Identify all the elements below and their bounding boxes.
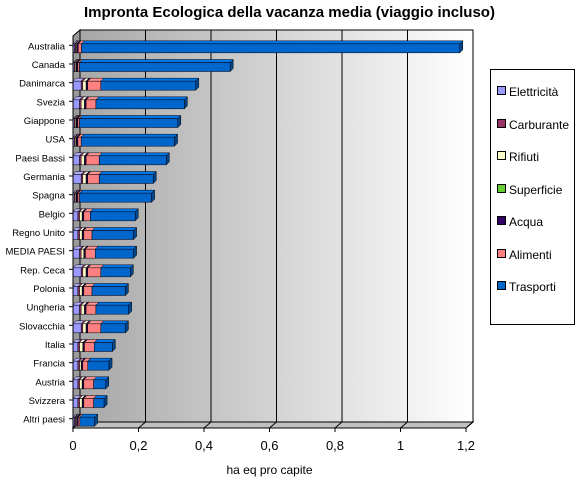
category-label: Regno Unito (12, 228, 65, 239)
bar-austria-trasporti (93, 376, 110, 390)
category-label: Slovacchia (19, 321, 66, 332)
chart-title: Impronta Ecologica della vacanza media (… (84, 4, 495, 21)
bar-italia-trasporti (93, 338, 116, 353)
gridline (334, 421, 343, 429)
bar-germania-trasporti (98, 170, 157, 185)
legend-swatch (497, 183, 506, 193)
legend-item: Superficie (497, 182, 562, 196)
category-label: Svezia (36, 97, 65, 108)
legend-swatch (497, 248, 506, 258)
gridline (269, 421, 277, 429)
category-label: Ungheria (26, 303, 65, 314)
category-label: Belgio (39, 209, 65, 220)
legend-label: Acqua (509, 214, 544, 229)
bar-danimarca-trasporti (100, 77, 200, 91)
category-label: Altri paesi (23, 415, 65, 426)
category-label: Giappone (24, 116, 65, 127)
category-label: Australia (28, 41, 66, 52)
category-label: Danimarca (19, 79, 66, 90)
legend-label: Alimenti (509, 247, 552, 262)
bar-belgio-trasporti (89, 208, 139, 222)
legend-item: Rifiuti (497, 149, 540, 164)
legend-item: Acqua (497, 214, 544, 229)
gridline (400, 421, 408, 429)
category-label: Germania (23, 172, 65, 183)
x-tick-label: 0,2 (129, 438, 147, 453)
legend-label: Carburante (509, 117, 570, 132)
category-label: Canada (32, 60, 66, 71)
category-label: USA (45, 135, 65, 146)
bar-germania-elettricit (72, 171, 85, 184)
legend-label: Rifiuti (509, 149, 540, 164)
bar-polonia-trasporti (91, 282, 130, 297)
bar-ungheria-trasporti (95, 301, 133, 315)
bar-ungheria-alimenti (85, 301, 100, 315)
category-label: Svizzera (29, 396, 66, 407)
x-tick-label: 1,2 (457, 438, 475, 453)
legend-label: Trasporti (509, 279, 556, 294)
bar-spagna-trasporti (78, 189, 156, 203)
gridline (138, 421, 146, 429)
x-tick-label: 0,6 (260, 438, 278, 453)
legend-label: Superficie (509, 182, 563, 197)
bar-media-paesi-trasporti (94, 245, 138, 259)
legend-swatch (497, 151, 506, 161)
bar-rep-ceca-trasporti (100, 264, 134, 278)
legend-item: Carburante (497, 117, 569, 131)
bar-australia-trasporti (80, 40, 464, 54)
legend-item: Alimenti (497, 247, 552, 261)
legend-item: Elettricità (497, 84, 559, 99)
category-label: Austria (35, 377, 65, 388)
category-label: Polonia (33, 284, 65, 295)
x-tick-label: 0 (69, 438, 76, 453)
legend-label: Elettricità (509, 84, 559, 99)
x-axis-title: ha eq pro capite (226, 463, 312, 477)
legend-swatch (497, 216, 506, 226)
legend-swatch (497, 86, 506, 96)
category-label: Italia (45, 340, 66, 351)
bar-slovacchia-trasporti (100, 320, 130, 334)
x-tick-label: 1 (397, 438, 404, 453)
bar-regno-unito-trasporti (91, 226, 138, 241)
bar-usa-trasporti (80, 133, 179, 147)
category-label: Paesi Bassi (15, 153, 65, 164)
bar-altri-paesi-trasporti (79, 413, 99, 427)
bar-svizzera-trasporti (93, 394, 108, 409)
x-tick-label: 0,8 (326, 438, 344, 453)
bar-svezia-trasporti (95, 96, 188, 110)
bar-canada-trasporti (78, 58, 234, 73)
legend-swatch (497, 118, 506, 128)
bar-paesi-bassi-trasporti (98, 152, 170, 166)
x-tick-label: 0,4 (195, 438, 213, 453)
bar-austria-alimenti (83, 376, 98, 390)
category-label: MEDIA PAESI (6, 247, 65, 258)
category-label: Francia (33, 359, 65, 370)
legend-item: Trasporti (497, 279, 556, 294)
bar-francia-trasporti (87, 357, 113, 371)
category-label: Rep. Ceca (20, 265, 66, 276)
bar-giappone-trasporti (78, 114, 182, 129)
legend-swatch (497, 281, 506, 291)
gridline (465, 421, 474, 429)
category-label: Spagna (32, 191, 65, 202)
legend: Elettricità Carburante Rifiuti Superficie Ac… (490, 69, 575, 325)
gridline (203, 421, 212, 429)
